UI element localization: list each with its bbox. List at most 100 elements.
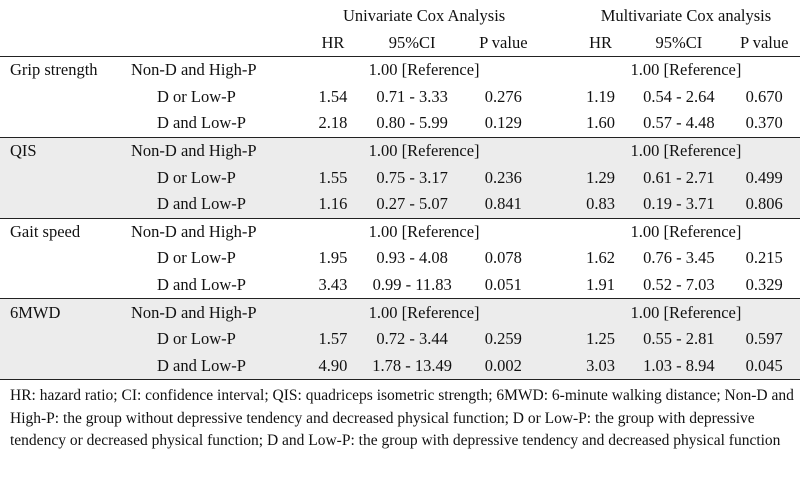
uni-hr: 2.18 (305, 110, 360, 137)
uni-p: 0.841 (464, 191, 543, 218)
header-blank (0, 30, 127, 57)
uni-p: 0.051 (464, 272, 543, 299)
header-multi-ci: 95%CI (629, 30, 728, 57)
table-row: D and Low-P 2.18 0.80 - 5.99 0.129 1.60 … (0, 110, 800, 137)
uni-p: 0.078 (464, 245, 543, 272)
gap-cell (543, 164, 572, 191)
multi-ci: 0.57 - 4.48 (629, 110, 728, 137)
uni-hr: 3.43 (305, 272, 360, 299)
table-row: D and Low-P 1.16 0.27 - 5.07 0.841 0.83 … (0, 191, 800, 218)
multi-p: 0.045 (728, 353, 800, 380)
table-row: D or Low-P 1.55 0.75 - 3.17 0.236 1.29 0… (0, 164, 800, 191)
multi-reference: 1.00 [Reference] (572, 299, 800, 326)
table-body: Grip strength Non-D and High-P 1.00 [Ref… (0, 57, 800, 380)
group-label: D or Low-P (127, 84, 305, 111)
uni-hr: 1.95 (305, 245, 360, 272)
multi-p: 0.329 (728, 272, 800, 299)
gap-cell (543, 137, 572, 164)
multi-ci: 0.19 - 3.71 (629, 191, 728, 218)
uni-ci: 0.93 - 4.08 (361, 245, 464, 272)
gap-cell (543, 326, 572, 353)
header-uni-p: P value (464, 30, 543, 57)
gap-cell (543, 272, 572, 299)
multi-p: 0.215 (728, 245, 800, 272)
multi-ci: 0.76 - 3.45 (629, 245, 728, 272)
multi-ci: 0.54 - 2.64 (629, 84, 728, 111)
multi-hr: 0.83 (572, 191, 629, 218)
multi-reference: 1.00 [Reference] (572, 57, 800, 84)
uni-hr: 4.90 (305, 353, 360, 380)
measure-blank (0, 353, 127, 380)
group-label: Non-D and High-P (127, 218, 305, 245)
group-label: D and Low-P (127, 353, 305, 380)
multi-p: 0.670 (728, 84, 800, 111)
header-multi-hr: HR (572, 30, 629, 57)
uni-p: 0.236 (464, 164, 543, 191)
multi-p: 0.597 (728, 326, 800, 353)
multi-reference: 1.00 [Reference] (572, 137, 800, 164)
measure-blank (0, 326, 127, 353)
group-label: D and Low-P (127, 272, 305, 299)
uni-hr: 1.16 (305, 191, 360, 218)
measure-label: QIS (0, 137, 127, 164)
multi-hr: 1.91 (572, 272, 629, 299)
group-label: D and Low-P (127, 110, 305, 137)
table-row: QIS Non-D and High-P 1.00 [Reference] 1.… (0, 137, 800, 164)
gap-cell (543, 245, 572, 272)
multi-p: 0.806 (728, 191, 800, 218)
multi-ci: 0.55 - 2.81 (629, 326, 728, 353)
uni-p: 0.002 (464, 353, 543, 380)
table-row: D or Low-P 1.57 0.72 - 3.44 0.259 1.25 0… (0, 326, 800, 353)
header-blank (127, 2, 305, 30)
group-label: Non-D and High-P (127, 57, 305, 84)
cox-analysis-table: Univariate Cox Analysis Multivariate Cox… (0, 2, 800, 380)
measure-blank (0, 84, 127, 111)
table-row: Grip strength Non-D and High-P 1.00 [Ref… (0, 57, 800, 84)
uni-ci: 0.27 - 5.07 (361, 191, 464, 218)
header-gap (543, 30, 572, 57)
measure-blank (0, 164, 127, 191)
gap-cell (543, 353, 572, 380)
header-univariate: Univariate Cox Analysis (305, 2, 542, 30)
table-footnote: HR: hazard ratio; CI: confidence interva… (10, 385, 795, 453)
multi-hr: 1.62 (572, 245, 629, 272)
uni-reference: 1.00 [Reference] (305, 57, 542, 84)
header-row-columns: HR 95%CI P value HR 95%CI P value (0, 30, 800, 57)
multi-ci: 0.52 - 7.03 (629, 272, 728, 299)
table-row: D or Low-P 1.95 0.93 - 4.08 0.078 1.62 0… (0, 245, 800, 272)
header-blank (0, 2, 127, 30)
gap-cell (543, 110, 572, 137)
multi-ci: 0.61 - 2.71 (629, 164, 728, 191)
header-blank (127, 30, 305, 57)
gap-cell (543, 84, 572, 111)
group-label: Non-D and High-P (127, 299, 305, 326)
multi-hr: 1.25 (572, 326, 629, 353)
table-row: D or Low-P 1.54 0.71 - 3.33 0.276 1.19 0… (0, 84, 800, 111)
multi-hr: 1.60 (572, 110, 629, 137)
measure-blank (0, 245, 127, 272)
multi-ci: 1.03 - 8.94 (629, 353, 728, 380)
table-row: 6MWD Non-D and High-P 1.00 [Reference] 1… (0, 299, 800, 326)
uni-ci: 0.75 - 3.17 (361, 164, 464, 191)
header-multi-p: P value (728, 30, 800, 57)
table-row: D and Low-P 4.90 1.78 - 13.49 0.002 3.03… (0, 353, 800, 380)
measure-blank (0, 191, 127, 218)
table-row: D and Low-P 3.43 0.99 - 11.83 0.051 1.91… (0, 272, 800, 299)
uni-p: 0.259 (464, 326, 543, 353)
uni-hr: 1.54 (305, 84, 360, 111)
measure-blank (0, 110, 127, 137)
multi-hr: 1.19 (572, 84, 629, 111)
group-label: D or Low-P (127, 245, 305, 272)
uni-ci: 1.78 - 13.49 (361, 353, 464, 380)
uni-hr: 1.57 (305, 326, 360, 353)
header-multivariate: Multivariate Cox analysis (572, 2, 800, 30)
uni-ci: 0.72 - 3.44 (361, 326, 464, 353)
gap-cell (543, 191, 572, 218)
header-uni-hr: HR (305, 30, 360, 57)
uni-p: 0.129 (464, 110, 543, 137)
group-label: D or Low-P (127, 326, 305, 353)
uni-ci: 0.80 - 5.99 (361, 110, 464, 137)
header-uni-ci: 95%CI (361, 30, 464, 57)
header-row-analysis: Univariate Cox Analysis Multivariate Cox… (0, 2, 800, 30)
table-row: Gait speed Non-D and High-P 1.00 [Refere… (0, 218, 800, 245)
